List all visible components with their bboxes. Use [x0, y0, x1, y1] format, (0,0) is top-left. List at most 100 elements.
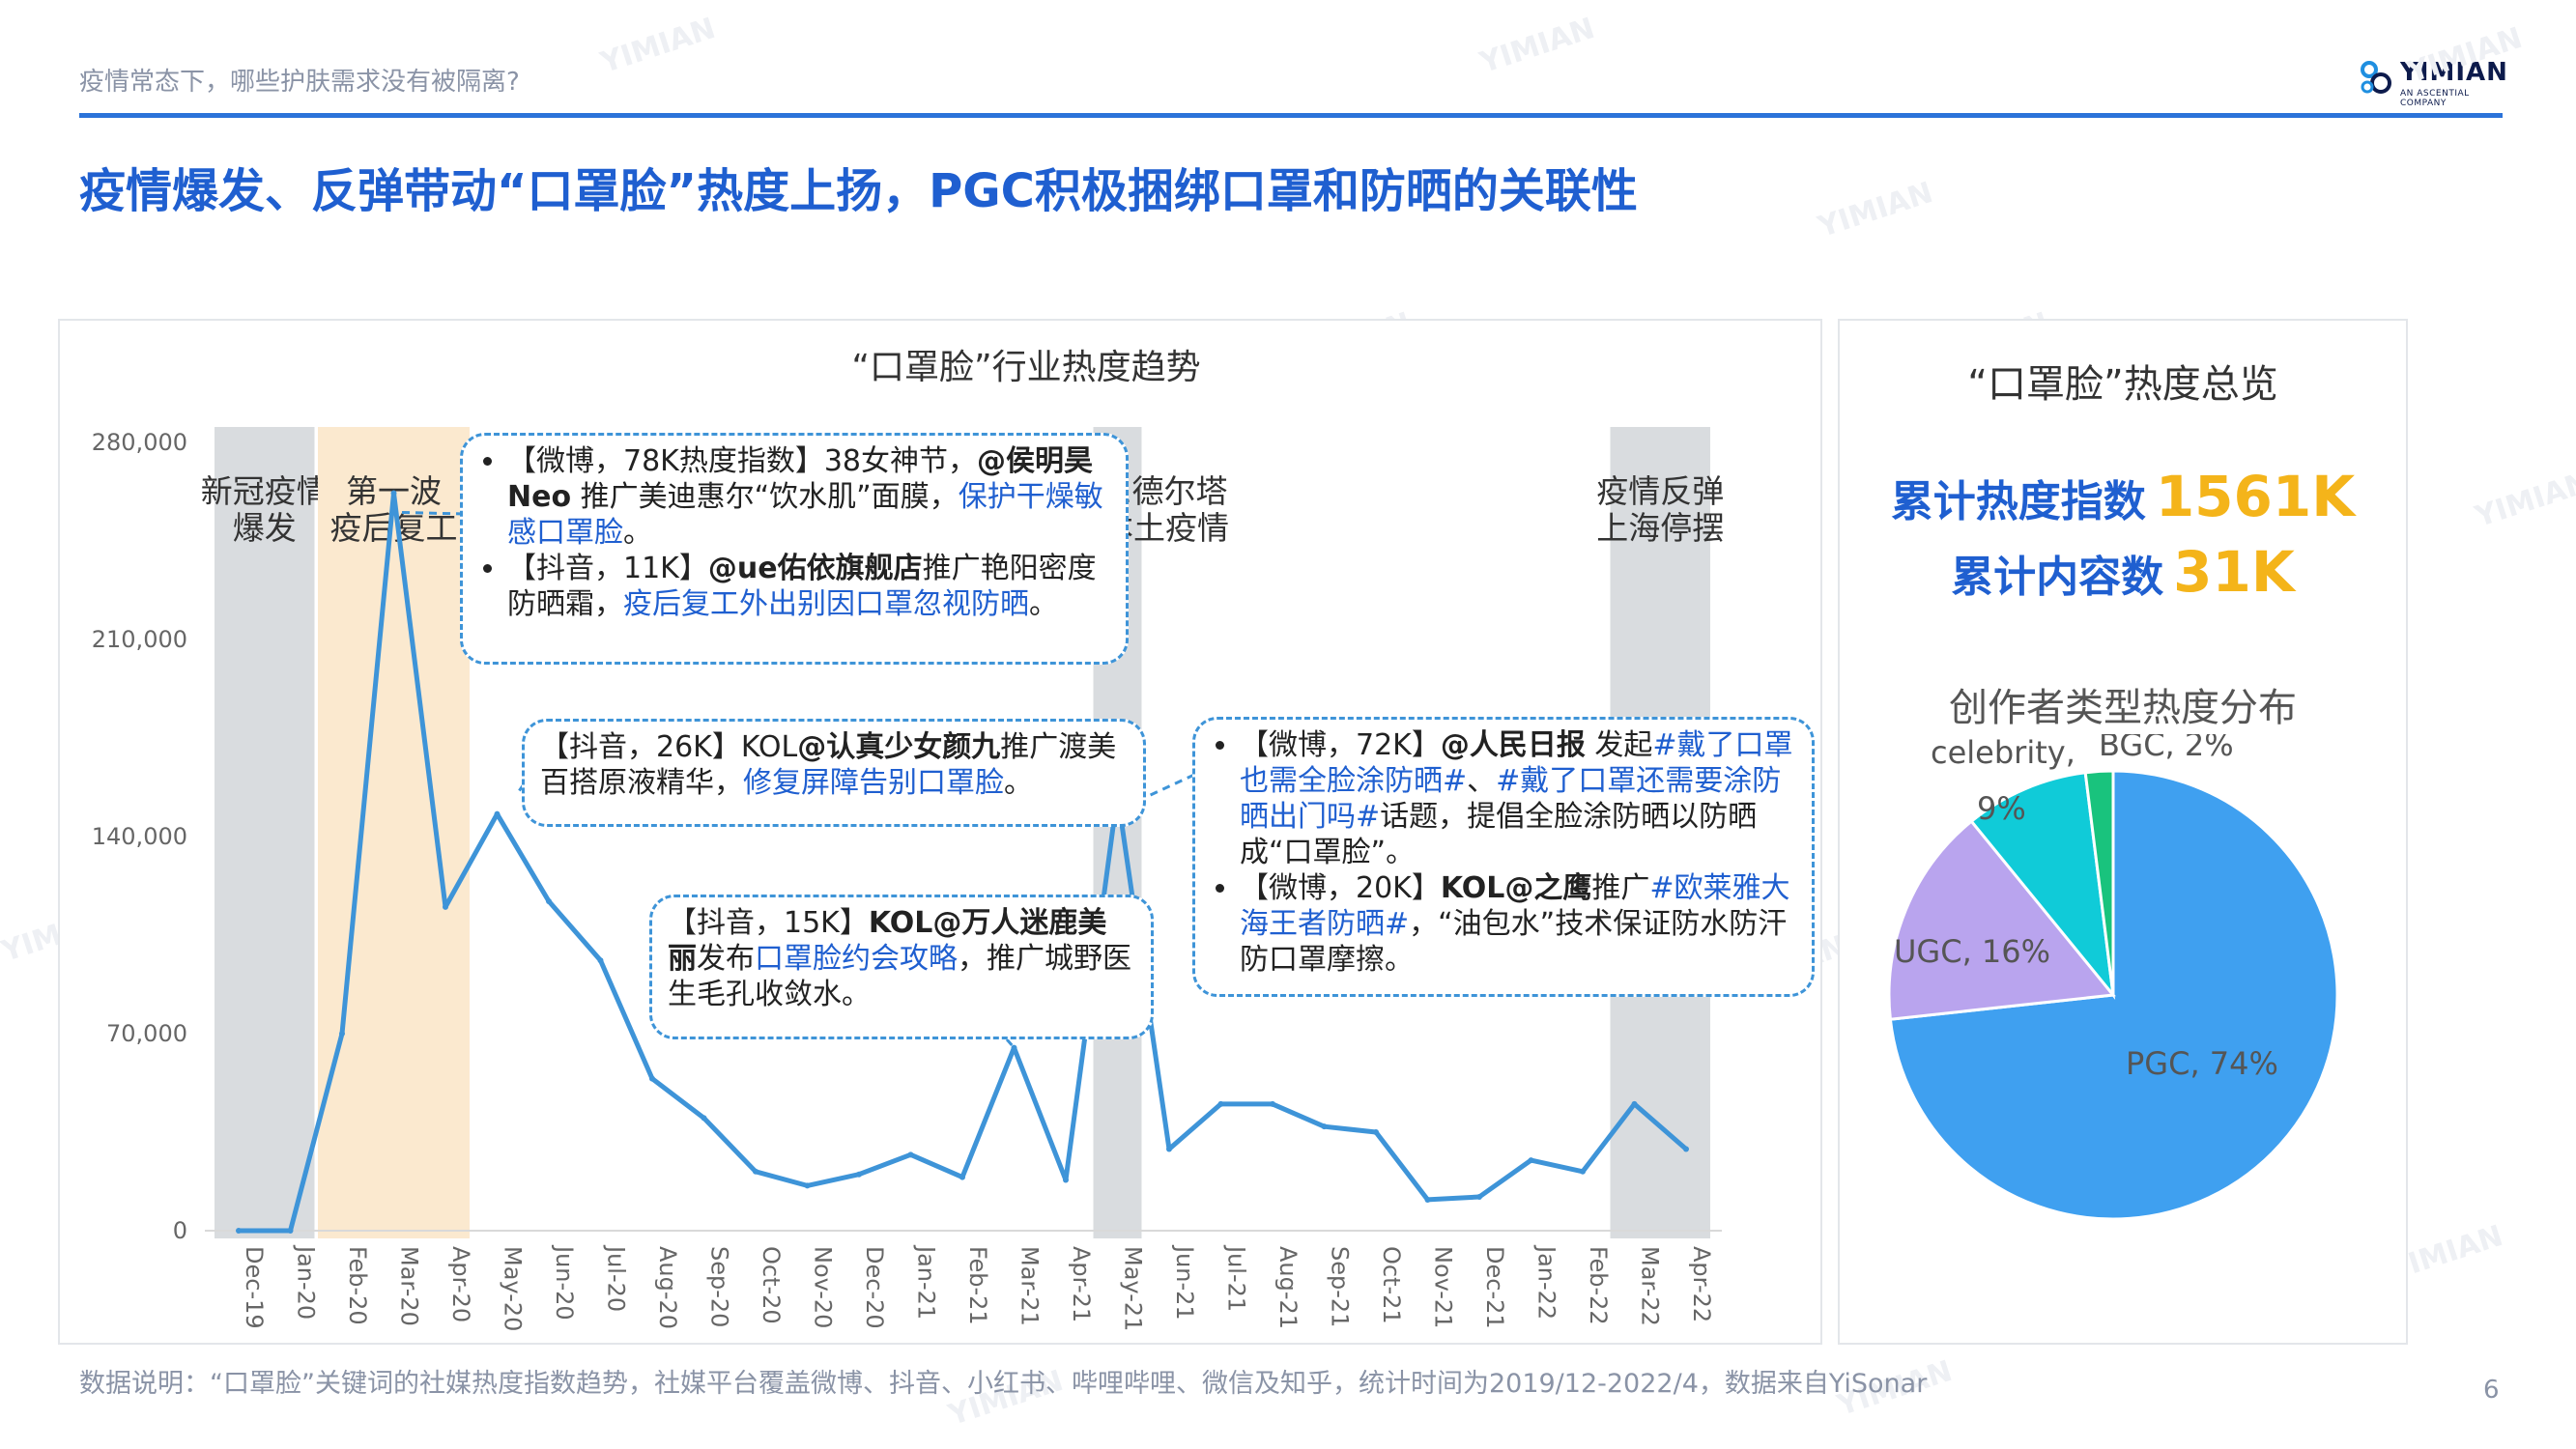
y-tick-label: 140,000	[92, 823, 187, 850]
stat-total-content-label: 累计内容数	[1951, 553, 2164, 602]
callout-bullet: 【微博，78K热度指数】38女神节，@侯明昊Neo 推广美迪惠尔“饮水肌”面膜，…	[507, 443, 1110, 551]
stat-total-heat: 累计热度指数 1561K	[1838, 464, 2408, 529]
trend-point	[1270, 1100, 1275, 1107]
callout-douyin-26k: 【抖音，26K】KOL@认真少女颜九推广渡美百搭原液精华，修复屏障告别口罩脸。	[522, 719, 1146, 827]
x-tick-label: Jul-20	[603, 1244, 630, 1312]
trend-point	[1631, 1100, 1638, 1107]
pie-slice-label: PGC, 74%	[2126, 1045, 2278, 1082]
trend-point	[1683, 1146, 1689, 1152]
callout-bullet: 【抖音，11K】@ue佑依旗舰店推广艳阳密度防晒霜，疫后复工外出别因口罩忽视防晒…	[507, 551, 1110, 622]
x-tick-label: May-21	[1120, 1246, 1147, 1331]
trend-point	[1528, 1157, 1534, 1164]
x-tick-label: Apr-20	[447, 1246, 474, 1322]
period-band-label: 爆发	[233, 509, 297, 547]
watermark: YIMIAN	[2471, 465, 2576, 535]
pie-slice-celebrity	[1969, 771, 2116, 1000]
y-tick-label: 70,000	[106, 1020, 187, 1047]
x-tick-label: Jun-20	[551, 1244, 578, 1321]
stat-total-heat-value: 1561K	[2155, 464, 2356, 529]
x-tick-label: Apr-22	[1688, 1246, 1715, 1322]
pie-slice-bgc	[2083, 769, 2115, 996]
period-band	[318, 427, 470, 1238]
trend-point	[1063, 1177, 1069, 1183]
line-chart-title: “口罩脸”行业热度趋势	[851, 348, 1200, 387]
callout-weibo-douyin-spring: 【微博，78K热度指数】38女神节，@侯明昊Neo 推广美迪惠尔“饮水肌”面膜，…	[460, 433, 1129, 665]
trend-point	[390, 490, 397, 497]
y-tick-label: 280,000	[92, 429, 187, 456]
watermark: YIMIAN	[596, 11, 720, 81]
callout-bullet: 【微博，20K】KOL@之鹰推广#欧莱雅大海王者防晒#，“油包水”技术保证防水防…	[1240, 870, 1796, 978]
pie-slice-label: UGC, 16%	[1894, 933, 2050, 970]
period-band-label: 新冠疫情	[201, 472, 329, 510]
x-tick-label: Nov-20	[810, 1246, 837, 1328]
trend-panel: 新冠疫情爆发第一波疫后复工广州521德尔塔变异株本土疫情疫情反弹上海停摆“口罩脸…	[58, 319, 1822, 1345]
pie-slice-label: 9%	[1977, 790, 2026, 827]
trend-point	[1476, 1194, 1482, 1201]
x-tick-label: Feb-20	[344, 1246, 371, 1325]
trend-point	[1217, 1100, 1224, 1107]
pie-slice-ugc	[1887, 819, 2116, 1021]
trend-point	[856, 1171, 862, 1178]
header-rule	[79, 113, 2503, 118]
logo-text: YIMIAN	[2400, 58, 2508, 87]
period-band	[215, 427, 315, 1238]
trend-point	[1166, 1146, 1172, 1152]
x-tick-label: Aug-20	[654, 1246, 681, 1329]
trend-point	[907, 1151, 914, 1158]
callout-pointer	[1005, 1038, 1016, 1049]
stat-total-heat-label: 累计热度指数	[1890, 477, 2146, 526]
trend-point	[753, 1168, 758, 1175]
trend-point	[804, 1182, 811, 1189]
x-tick-label: Dec-21	[1481, 1246, 1508, 1329]
x-tick-label: May-20	[500, 1246, 527, 1331]
x-tick-label: Mar-22	[1637, 1246, 1664, 1326]
x-tick-label: Dec-20	[861, 1246, 888, 1329]
summary-title: “口罩脸”热度总览	[1967, 362, 2278, 407]
trend-point	[287, 1228, 294, 1234]
page-title: 疫情爆发、反弹带动“口罩脸”热度上扬，PGC积极捆绑口罩和防晒的关联性	[79, 164, 1638, 218]
x-tick-label: Mar-21	[1016, 1246, 1044, 1326]
x-tick-label: Sep-20	[706, 1246, 733, 1327]
callout-pointer	[401, 510, 465, 516]
callout-weibo-2021: 【微博，72K】@人民日报 发起#戴了口罩也需全脸涂防晒#、#戴了口罩还需要涂防…	[1192, 717, 1815, 997]
pie-title: 创作者类型热度分布	[1949, 686, 2297, 730]
x-tick-label: Mar-20	[396, 1246, 423, 1326]
x-tick-label: Nov-21	[1430, 1246, 1457, 1328]
logo-icon	[2361, 61, 2391, 94]
page-number: 6	[2483, 1376, 2500, 1405]
trend-point	[1011, 1044, 1017, 1051]
x-tick-label: Sep-21	[1327, 1246, 1354, 1327]
x-tick-label: Dec-19	[241, 1246, 268, 1329]
x-tick-label: Feb-21	[964, 1246, 991, 1325]
x-tick-label: Jan-21	[913, 1244, 940, 1320]
trend-point	[1373, 1129, 1379, 1135]
y-tick-label: 0	[173, 1217, 187, 1244]
watermark: YIMIAN	[1475, 11, 1599, 81]
logo-tagline: AN ASCENTIAL COMPANY	[2400, 89, 2470, 108]
x-tick-label: Jan-20	[293, 1244, 320, 1320]
creator-pie-chart: PGC, 74% UGC, 16% 9% BGC, 2% celebrity,	[1887, 734, 2339, 1221]
trend-point	[443, 903, 448, 910]
stat-total-content: 累计内容数 31K	[1838, 539, 2408, 605]
x-tick-label: Oct-21	[1378, 1246, 1405, 1324]
trend-point	[959, 1174, 965, 1180]
trend-point	[494, 810, 501, 817]
trend-point	[339, 1031, 345, 1037]
trend-chart: 新冠疫情爆发第一波疫后复工广州521德尔塔变异株本土疫情疫情反弹上海停摆“口罩脸…	[92, 348, 1725, 1331]
callout-douyin-15k: 【抖音，15K】KOL@万人迷鹿美丽发布口罩脸约会攻略，推广城野医生毛孔收敛水。	[649, 895, 1154, 1039]
x-tick-label: Oct-20	[758, 1246, 785, 1324]
period-band-label: 疫情反弹	[1596, 472, 1724, 510]
header-subtitle: 疫情常态下，哪些护肤需求没有被隔离?	[79, 68, 520, 97]
trend-point	[1321, 1123, 1328, 1130]
x-tick-label: Jan-22	[1533, 1244, 1560, 1320]
footnote: 数据说明：“口罩脸”关键词的社媒热度指数趋势，社媒平台覆盖微博、抖音、小红书、哔…	[79, 1369, 1928, 1399]
x-tick-label: Aug-21	[1274, 1246, 1302, 1329]
stat-total-content-value: 31K	[2173, 539, 2295, 605]
callout-bullet: 【微博，72K】@人民日报 发起#戴了口罩也需全脸涂防晒#、#戴了口罩还需要涂防…	[1240, 727, 1796, 870]
x-tick-label: Jul-21	[1223, 1244, 1250, 1312]
x-tick-label: Jun-21	[1171, 1244, 1198, 1321]
trend-point	[236, 1228, 242, 1234]
y-tick-label: 210,000	[92, 626, 187, 653]
period-band-label: 上海停摆	[1596, 509, 1724, 547]
x-tick-label: Feb-22	[1585, 1246, 1612, 1325]
